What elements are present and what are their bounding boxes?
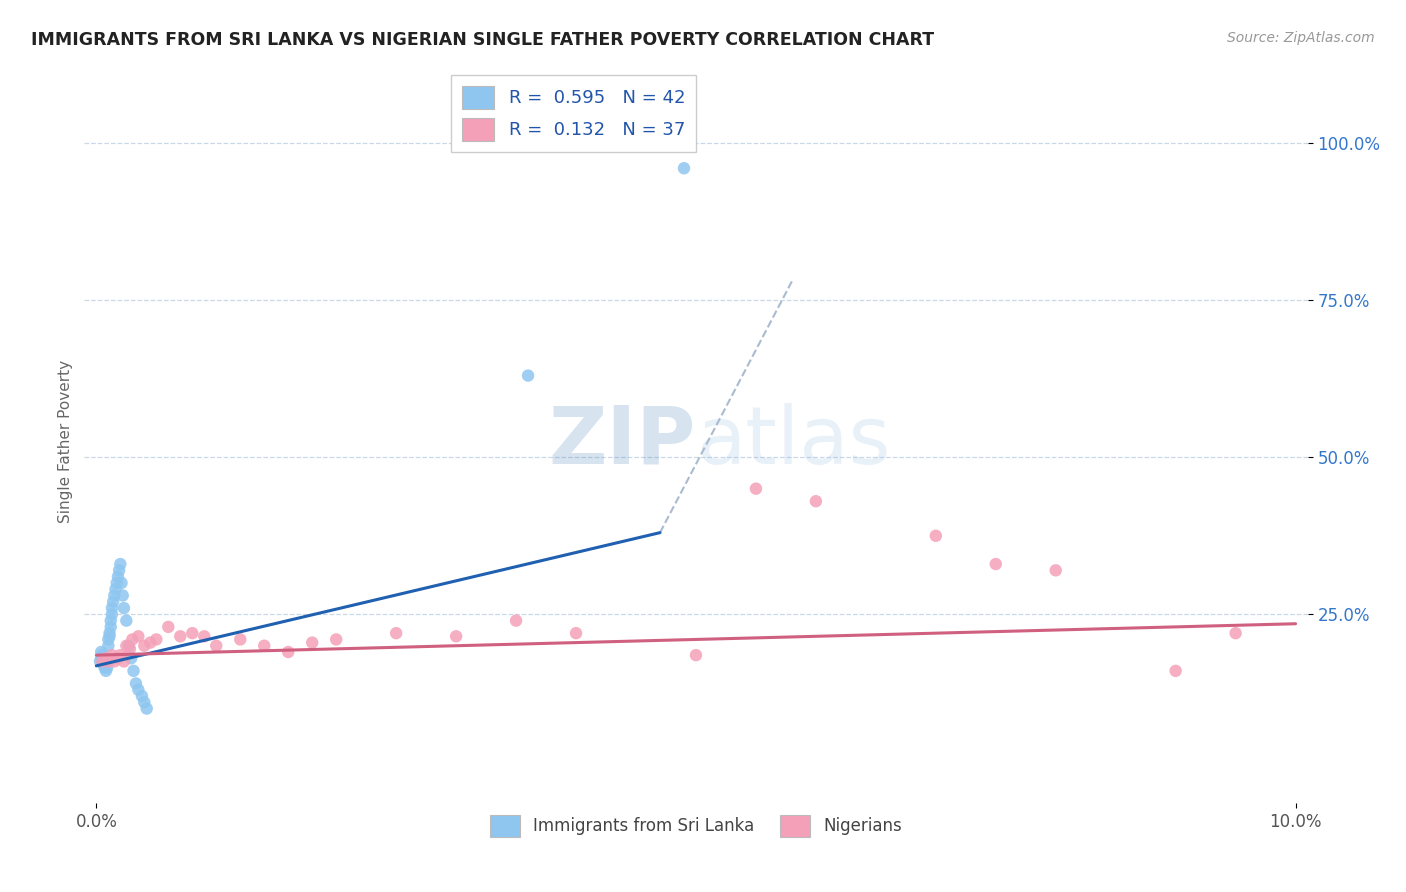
Point bbox=[118, 641, 141, 656]
Point bbox=[1164, 664, 1187, 678]
Point bbox=[91, 655, 114, 669]
Point bbox=[134, 639, 156, 653]
Point bbox=[277, 645, 299, 659]
Point bbox=[93, 661, 117, 675]
Point bbox=[94, 664, 117, 678]
Point bbox=[325, 632, 347, 647]
Point bbox=[127, 682, 149, 697]
Point bbox=[121, 632, 143, 647]
Point bbox=[101, 595, 124, 609]
Point bbox=[145, 632, 167, 647]
Point bbox=[93, 655, 117, 669]
Text: ZIP: ZIP bbox=[548, 402, 696, 481]
Point bbox=[925, 529, 948, 543]
Point bbox=[745, 482, 768, 496]
Point bbox=[118, 639, 141, 653]
Point bbox=[111, 589, 134, 603]
Point bbox=[101, 648, 124, 662]
Point bbox=[135, 701, 157, 715]
Point bbox=[565, 626, 588, 640]
Point bbox=[112, 601, 135, 615]
Point bbox=[91, 648, 114, 662]
Point bbox=[110, 648, 132, 662]
Point bbox=[93, 651, 115, 665]
Y-axis label: Single Father Poverty: Single Father Poverty bbox=[58, 360, 73, 523]
Point bbox=[169, 629, 191, 643]
Point bbox=[120, 651, 142, 665]
Point bbox=[98, 626, 121, 640]
Point bbox=[517, 368, 540, 383]
Point bbox=[110, 575, 132, 590]
Point bbox=[301, 635, 323, 649]
Point bbox=[97, 632, 120, 647]
Point bbox=[984, 557, 1007, 571]
Point bbox=[100, 614, 122, 628]
Point bbox=[672, 161, 695, 176]
Point bbox=[1225, 626, 1247, 640]
Point bbox=[93, 657, 115, 672]
Point bbox=[125, 676, 148, 690]
Point bbox=[94, 657, 117, 672]
Text: atlas: atlas bbox=[696, 402, 890, 481]
Point bbox=[110, 557, 132, 571]
Point bbox=[193, 629, 215, 643]
Point bbox=[139, 635, 162, 649]
Point bbox=[94, 651, 117, 665]
Point bbox=[108, 563, 131, 577]
Legend: Immigrants from Sri Lanka, Nigerians: Immigrants from Sri Lanka, Nigerians bbox=[482, 807, 910, 845]
Point bbox=[101, 607, 124, 622]
Point bbox=[105, 575, 128, 590]
Point bbox=[97, 639, 120, 653]
Point bbox=[91, 655, 114, 669]
Point bbox=[103, 655, 125, 669]
Point bbox=[804, 494, 827, 508]
Point bbox=[115, 614, 138, 628]
Text: Source: ZipAtlas.com: Source: ZipAtlas.com bbox=[1227, 31, 1375, 45]
Point bbox=[181, 626, 204, 640]
Point bbox=[104, 582, 127, 597]
Point bbox=[131, 689, 153, 703]
Point bbox=[90, 645, 112, 659]
Point bbox=[112, 655, 135, 669]
Point bbox=[134, 695, 156, 709]
Point bbox=[205, 639, 228, 653]
Point bbox=[385, 626, 408, 640]
Point bbox=[229, 632, 252, 647]
Point bbox=[444, 629, 467, 643]
Point bbox=[96, 661, 118, 675]
Point bbox=[127, 629, 149, 643]
Point bbox=[505, 614, 527, 628]
Point bbox=[101, 601, 124, 615]
Point bbox=[253, 639, 276, 653]
Point bbox=[97, 655, 120, 669]
Point bbox=[122, 664, 145, 678]
Point bbox=[103, 589, 125, 603]
Text: IMMIGRANTS FROM SRI LANKA VS NIGERIAN SINGLE FATHER POVERTY CORRELATION CHART: IMMIGRANTS FROM SRI LANKA VS NIGERIAN SI… bbox=[31, 31, 934, 49]
Point bbox=[107, 651, 129, 665]
Point bbox=[98, 629, 121, 643]
Point bbox=[107, 569, 129, 583]
Point bbox=[157, 620, 180, 634]
Point bbox=[90, 651, 112, 665]
Point bbox=[1045, 563, 1067, 577]
Point bbox=[96, 655, 118, 669]
Point bbox=[685, 648, 707, 662]
Point bbox=[100, 620, 122, 634]
Point bbox=[115, 639, 138, 653]
Point bbox=[89, 655, 111, 669]
